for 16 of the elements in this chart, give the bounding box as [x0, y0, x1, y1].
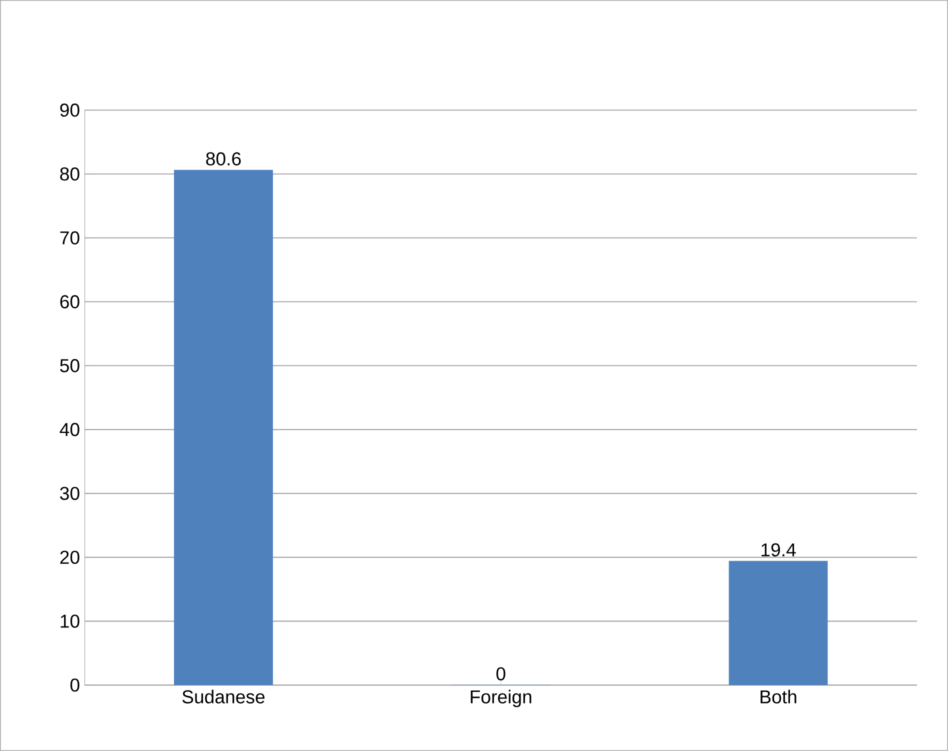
- y-tick-label: 60: [60, 295, 80, 308]
- y-tick-label: 50: [60, 359, 80, 372]
- y-tick-label: 80: [60, 167, 80, 181]
- y-tick-label: 10: [60, 614, 80, 628]
- y-tick-label: 30: [60, 486, 80, 500]
- y-tick-label: 40: [60, 422, 80, 436]
- x-tick-label: Sudanese: [182, 690, 265, 704]
- data-label: 80.6: [206, 152, 241, 166]
- x-tick-label: Foreign: [470, 690, 532, 708]
- x-tick-label: Both: [760, 690, 796, 704]
- y-tick-label: 20: [60, 550, 80, 564]
- y-tick-label: 90: [60, 104, 80, 117]
- data-label: 0: [496, 667, 506, 680]
- data-label: 19.4: [762, 543, 796, 556]
- y-tick-label: 70: [60, 231, 80, 244]
- y-tick-label: 0: [70, 678, 80, 692]
